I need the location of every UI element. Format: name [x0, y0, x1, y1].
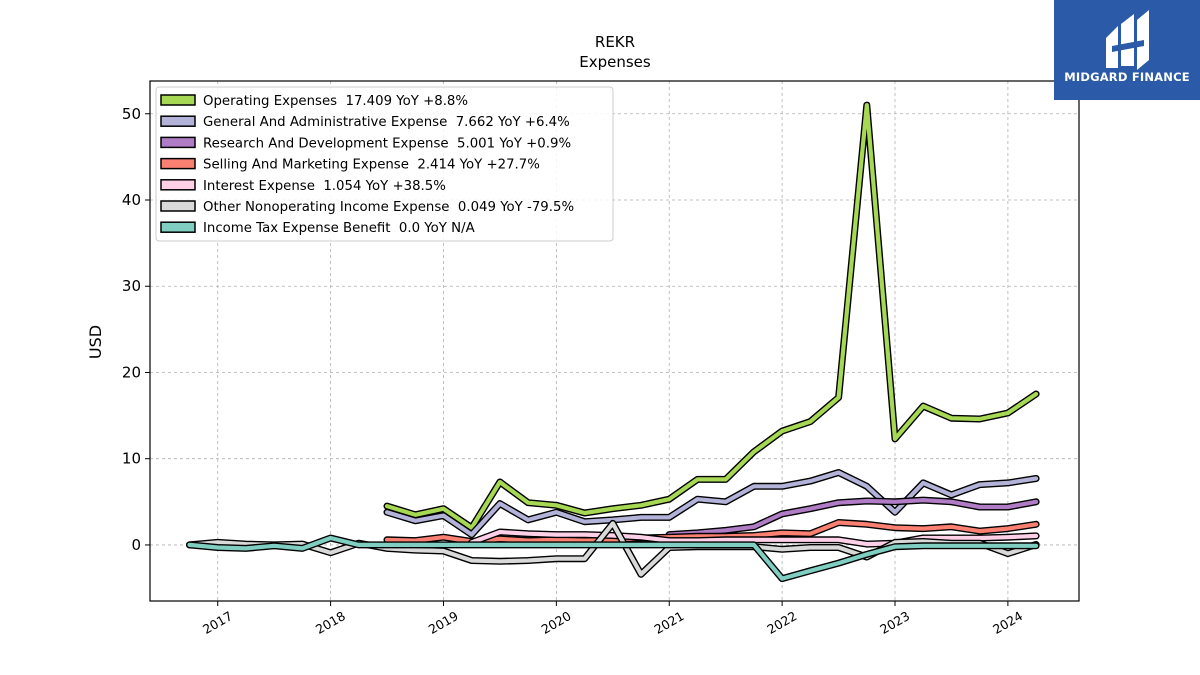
- chart-title: REKR: [595, 33, 635, 51]
- y-tick-label: 20: [122, 363, 141, 381]
- legend-swatch: [160, 115, 196, 127]
- legend-swatch: [160, 200, 196, 212]
- chart-subtitle: Expenses: [579, 53, 651, 71]
- y-tick-label: 30: [122, 277, 141, 295]
- legend-box: [155, 86, 614, 242]
- legend-label: General And Administrative Expense 7.662…: [203, 115, 570, 130]
- series-line: [384, 520, 1039, 544]
- brand-logo: MIDGARD FINANCE: [1054, 0, 1200, 100]
- legend-swatch: [160, 136, 196, 149]
- midgard-logo-icon: [1106, 10, 1149, 70]
- legend-swatch: [160, 157, 196, 170]
- y-tick-label: 50: [122, 105, 141, 123]
- series-line: [187, 535, 1039, 581]
- series-line: [187, 521, 1039, 577]
- legend-label: Income Tax Expense Benefit 0.0 YoY N/A: [203, 221, 475, 236]
- brand-name: MIDGARD FINANCE: [1064, 70, 1190, 84]
- y-tick-label: 10: [122, 450, 141, 468]
- legend-label: Other Nonoperating Income Expense 0.049 …: [203, 200, 574, 215]
- y-axis-label: USD: [86, 325, 105, 359]
- y-tick-label: 40: [122, 191, 141, 209]
- legend-label: Research And Development Expense 5.001 Y…: [203, 136, 571, 151]
- legend-swatch: [160, 94, 196, 106]
- legend-label: Interest Expense 1.054 YoY +38.5%: [203, 179, 446, 194]
- series-line: [384, 102, 1039, 530]
- chart-legend: Operating Expenses 17.409 YoY +8.8% Gener…: [155, 86, 614, 242]
- series-layer: [186, 101, 1040, 583]
- legend-swatch: [160, 221, 196, 233]
- plot-frame: [149, 80, 1080, 602]
- series-line: [469, 529, 1039, 547]
- legend-swatch: [160, 179, 196, 191]
- legend-label: Operating Expenses 17.409 YoY +8.8%: [203, 94, 468, 109]
- y-tick-label: 0: [131, 536, 141, 554]
- series-line: [384, 470, 1039, 537]
- legend-label: Selling And Marketing Expense 2.414 YoY …: [203, 158, 540, 173]
- series-line: [667, 498, 1039, 537]
